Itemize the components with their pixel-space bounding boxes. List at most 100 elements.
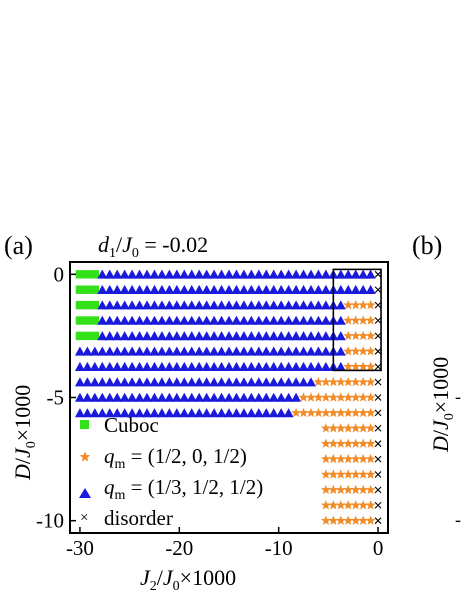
qm-third-point — [149, 392, 160, 402]
qm-third-point — [134, 346, 145, 356]
cuboc-point — [83, 270, 92, 279]
disorder-point — [374, 486, 382, 494]
qm-third-point — [164, 392, 175, 402]
qm-third-point — [335, 284, 346, 295]
qm-third-point — [97, 392, 108, 402]
qm-half-point — [335, 469, 346, 479]
qm-third-point — [320, 315, 331, 325]
qm-third-point — [268, 377, 279, 387]
qm-third-point — [127, 408, 138, 418]
qm-third-point — [283, 284, 294, 295]
xlabel-slash: / — [157, 565, 164, 590]
qm-half-point — [358, 469, 369, 479]
panel-a-title: d1/J0 = -0.02 — [98, 232, 208, 261]
qm-third-point — [164, 346, 175, 356]
qm-third-point — [268, 346, 279, 356]
qm-third-point — [246, 377, 257, 387]
qm-third-point — [238, 377, 249, 387]
panel-b-tick-group: -- — [455, 387, 461, 530]
qm-third-point — [194, 315, 205, 325]
qm-third-point — [224, 300, 234, 310]
qm-third-point — [209, 315, 220, 325]
qm-half-point — [328, 500, 339, 510]
qm-third-point — [335, 361, 346, 372]
qm-third-point — [82, 392, 93, 402]
legend-star-q: q — [104, 444, 115, 468]
qm-half-point — [350, 361, 361, 371]
qm-third-point — [201, 315, 212, 325]
qm-third-point — [238, 361, 249, 372]
qm-third-point — [82, 346, 93, 356]
cuboc-point — [75, 316, 85, 325]
qm-third-point — [291, 346, 302, 356]
x-axis-label: J2/J0×1000 — [140, 565, 236, 594]
qm-third-point — [283, 315, 294, 325]
qm-third-point — [246, 392, 257, 402]
qm-third-point — [209, 361, 220, 372]
qm-third-point — [209, 284, 220, 295]
qm-half-point — [291, 407, 302, 418]
qm-half-point — [328, 453, 339, 464]
qm-third-point — [186, 269, 197, 279]
inset-region-box — [332, 268, 382, 372]
qm-third-point — [268, 315, 279, 325]
qm-third-point — [142, 377, 153, 387]
qm-third-point — [74, 361, 85, 372]
qm-third-point — [171, 377, 182, 387]
qm-third-point — [216, 300, 227, 310]
qm-half-point — [358, 315, 369, 325]
legend-label-disorder: disorder — [104, 506, 173, 530]
qm-third-point — [104, 361, 115, 372]
qm-third-point — [298, 331, 309, 341]
qm-half-point — [298, 407, 309, 418]
ylabel-rest: ×1000 — [10, 385, 35, 441]
qm-third-point — [283, 269, 294, 279]
qm-half-point — [350, 392, 361, 402]
qm-half-point — [365, 515, 376, 525]
qm-third-point — [171, 315, 182, 325]
qm-third-point — [156, 284, 167, 295]
qm-half-point — [343, 361, 354, 371]
qm-third-point — [156, 315, 167, 325]
qm-third-point — [216, 361, 227, 372]
qm-third-point — [224, 331, 234, 341]
qm-third-point — [149, 331, 160, 341]
qm-half-point — [365, 346, 376, 356]
qm-third-point — [261, 331, 272, 341]
qm-half-point — [328, 392, 339, 402]
qm-half-point — [358, 500, 369, 510]
title-d: d — [98, 232, 110, 257]
qm-third-point — [253, 315, 264, 325]
qm-third-point — [164, 361, 175, 372]
qm-third-point — [320, 300, 331, 310]
qm-third-point — [127, 331, 138, 341]
qm-third-point — [119, 361, 130, 372]
qm-third-point — [305, 346, 316, 356]
qm-third-point — [350, 284, 361, 295]
qm-third-point — [276, 377, 287, 387]
cuboc-point — [75, 331, 85, 341]
qm-third-point — [112, 300, 123, 310]
qm-third-point — [343, 269, 354, 279]
qm-third-point — [298, 300, 309, 310]
qm-third-point — [149, 300, 160, 310]
qm-third-point — [358, 269, 369, 279]
b-ylabel-rest: ×1000 — [428, 357, 453, 413]
x-tick-label: -10 — [265, 536, 293, 560]
qm-third-point — [156, 331, 167, 341]
qm-half-point — [350, 376, 361, 387]
qm-third-point — [156, 346, 167, 356]
qm-third-point — [142, 331, 153, 341]
qm-third-point — [119, 284, 130, 295]
qm-third-point — [246, 331, 257, 341]
qm-third-point — [268, 408, 279, 418]
disorder-point — [374, 363, 382, 371]
title-rest: = -0.02 — [139, 232, 208, 257]
qm-third-point — [112, 346, 123, 356]
qm-third-point — [97, 284, 108, 295]
qm-third-point — [246, 300, 257, 310]
qm-third-point — [320, 331, 331, 341]
qm-third-point — [149, 361, 160, 372]
qm-third-point — [320, 284, 331, 295]
qm-third-point — [97, 315, 108, 325]
